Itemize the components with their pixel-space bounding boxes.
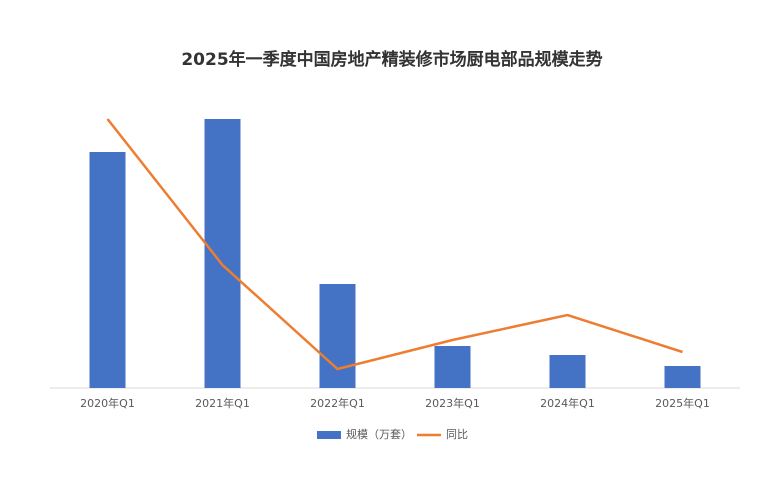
bar — [664, 366, 701, 388]
x-tick-label: 2023年Q1 — [425, 396, 480, 410]
x-tick-label: 2020年Q1 — [80, 396, 135, 410]
bar — [549, 355, 586, 388]
x-tick-label: 2022年Q1 — [310, 396, 365, 410]
legend-label: 规模（万套） — [346, 427, 412, 441]
bar — [434, 346, 471, 388]
x-tick-label: 2025年Q1 — [655, 396, 710, 410]
x-tick-label: 2021年Q1 — [195, 396, 250, 410]
legend-label: 同比 — [446, 428, 468, 441]
bar — [204, 119, 241, 388]
legend-swatch — [317, 431, 341, 439]
line — [106, 118, 683, 371]
chart-title: 2025年一季度中国房地产精装修市场厨电部品规模走势 — [181, 49, 602, 70]
bar — [89, 152, 126, 388]
x-tick-label: 2024年Q1 — [540, 396, 595, 410]
bar — [319, 284, 356, 388]
